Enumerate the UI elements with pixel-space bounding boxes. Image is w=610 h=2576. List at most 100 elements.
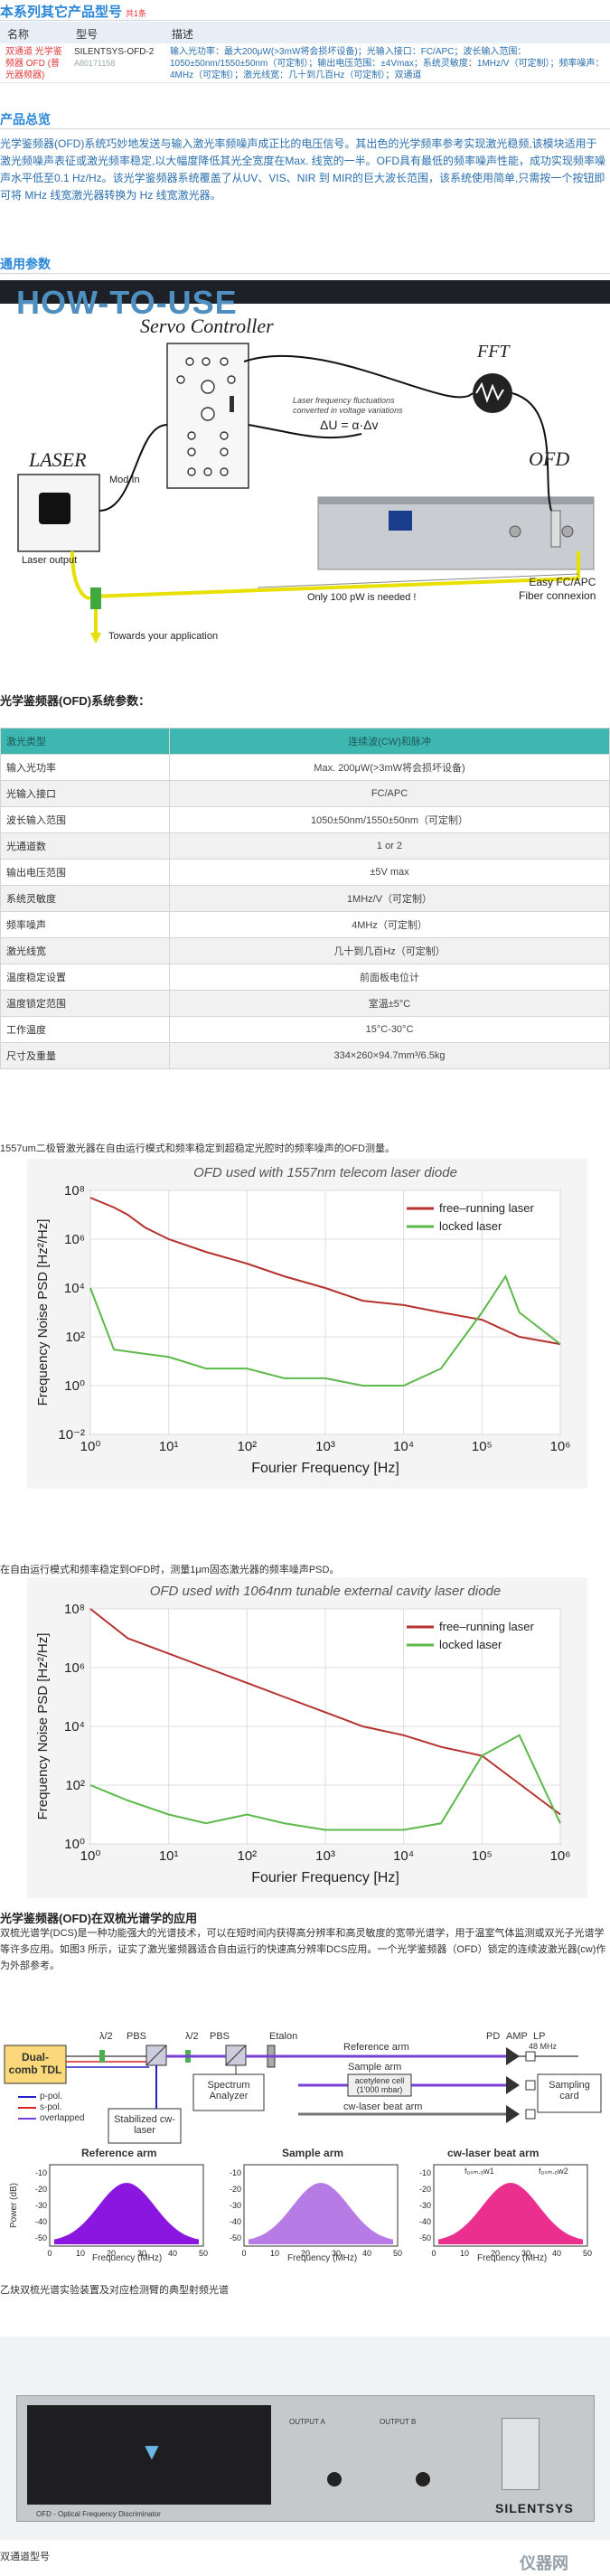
dcs-spectra: -10-20-30-40-500 10 20 30 40 50-10-20-30-40-5… xyxy=(35,2164,592,2258)
param-key: 光输入接口 xyxy=(0,780,170,807)
dcs-sample-arm: Sample arm xyxy=(348,2062,402,2073)
overview-text: 光学鉴频器(OFD)系统巧妙地发送与输入激光率频噪声成正比的电压信号。其出色的光… xyxy=(0,137,606,202)
legend-label: locked laser xyxy=(439,1219,502,1233)
related-count[interactable]: 共1条 xyxy=(126,9,147,18)
spectrum-ytick: -20 xyxy=(230,2185,241,2194)
dcs-spectrum: Spectrum Analyzer xyxy=(207,2080,250,2101)
param-value: FC/APC xyxy=(169,780,610,807)
dcs-lam1: λ/2 xyxy=(99,2031,113,2042)
dcs-title: 光学鉴频器(OFD)在双梳光谱学的应用 xyxy=(0,1912,198,1925)
x-tick-label: 10⁶ xyxy=(550,1439,571,1454)
param-value: 连续波(CW)和脉冲 xyxy=(169,728,610,755)
x-axis-label: Fourier Frequency [Hz] xyxy=(251,1461,399,1476)
fft-icon xyxy=(473,373,512,413)
spectra-ylabel: Power (dB) xyxy=(9,2182,19,2228)
dcs-tdl: Dual-comb TDL xyxy=(8,2051,62,2076)
x-tick-label: 10⁴ xyxy=(393,1439,414,1454)
beat-label: f₀ₛₘ.ₒw2 xyxy=(539,2167,568,2176)
spectra-xlabel: Frequency (MHz) xyxy=(477,2253,548,2263)
dcs-ref-arm: Reference arm xyxy=(343,2042,409,2053)
dcs-spol: s-pol. xyxy=(40,2102,62,2112)
spectrum-xtick: 20 xyxy=(491,2249,500,2258)
spectrum-xtick: 10 xyxy=(270,2249,279,2258)
spectrum-fill-1 xyxy=(249,2183,393,2244)
output-b-label: OUTPUT B xyxy=(380,2418,417,2426)
easy-text: Easy FC/APC Fiber connexion xyxy=(519,576,596,602)
param-key: 尺寸及重量 xyxy=(0,1042,170,1069)
spectrum-xtick: 0 xyxy=(431,2249,436,2258)
chart1-panel: OFD used with 1557nm telecom laser diode… xyxy=(27,1159,587,1489)
param-value: 室温±5°C xyxy=(169,990,610,1017)
spectrum-xtick: 50 xyxy=(393,2249,402,2258)
spectra-xlabel: Frequency (MHz) xyxy=(287,2253,358,2263)
mod-in-label: Mod In xyxy=(109,475,140,485)
howto-diagram: HOW-TO-USE xyxy=(0,280,610,651)
spectrum-xtick: 30 xyxy=(332,2249,341,2258)
spectrum-xtick: 10 xyxy=(460,2249,469,2258)
spectrum-ytick: -30 xyxy=(35,2201,47,2210)
x-tick-label: 10⁴ xyxy=(393,1848,414,1864)
spectrum-title: cw-laser beat arm xyxy=(447,2147,540,2159)
spectrum-ytick: -40 xyxy=(419,2217,431,2226)
device-front-panel xyxy=(27,2405,271,2505)
param-value: 4MHz（可定制） xyxy=(169,911,610,938)
spectrum-xtick: 20 xyxy=(107,2249,116,2258)
ofd-device xyxy=(317,496,595,570)
device-label: OFD - Optical Frequency Discriminator xyxy=(36,2510,161,2518)
dcs-stab: Stabilized cw-laser xyxy=(114,2114,175,2136)
param-key: 频率噪声 xyxy=(0,911,170,938)
brand: SILENTSYS xyxy=(495,2501,574,2515)
chart1-caption: 1557um二极管激光器在自由运行模式和频率稳定到超稳定光腔时的频率噪声的OFD… xyxy=(0,1143,395,1154)
related-model: SILENTSYS-OFD-2 A80171158 xyxy=(74,47,155,68)
col-model: 型号 xyxy=(76,28,99,41)
spectrum-xtick: 40 xyxy=(168,2249,177,2258)
dcs-pd: PD xyxy=(486,2031,501,2042)
spectrum-ytick: -30 xyxy=(230,2201,241,2210)
param-key: 温度锁定范围 xyxy=(0,990,170,1017)
x-tick-label: 10² xyxy=(237,1848,257,1864)
param-value: 1050±50nm/1550±50nm（可定制） xyxy=(169,806,610,833)
spectra-xlabel: Frequency (MHz) xyxy=(92,2253,163,2263)
param-value: 1 or 2 xyxy=(169,832,610,860)
x-tick-label: 10³ xyxy=(315,1848,335,1864)
servo-label: Servo Controller xyxy=(140,315,274,337)
y-tick-label: 10⁸ xyxy=(64,1602,85,1617)
x-tick-label: 10² xyxy=(237,1439,257,1454)
fluct-text: Laser frequency fluctuations converted in… xyxy=(293,396,403,415)
spectrum-xtick: 50 xyxy=(583,2249,592,2258)
x-axis-label: Fourier Frequency [Hz] xyxy=(251,1870,399,1885)
x-tick-label: 10⁵ xyxy=(472,1848,493,1864)
series-line-0 xyxy=(89,1608,561,1816)
spectrum-xtick: 10 xyxy=(76,2249,85,2258)
related-row[interactable]: 双通道 光学鉴频器 OFD (普光器频器) SILENTSYS-OFD-2 A80… xyxy=(0,43,610,83)
spectrum-xtick: 30 xyxy=(521,2249,530,2258)
col-desc: 描述 xyxy=(172,28,194,41)
spectrum-xtick: 40 xyxy=(552,2249,561,2258)
spectrum-xtick: 50 xyxy=(199,2249,208,2258)
y-tick-label: 10⁴ xyxy=(64,1281,85,1296)
dcs-lp: LP xyxy=(533,2031,546,2042)
x-tick-label: 10³ xyxy=(315,1439,335,1454)
related-name-link[interactable]: 双通道 光学鉴频器 OFD (普光器频器) xyxy=(5,47,62,80)
spectrum-ytick: -30 xyxy=(419,2201,431,2210)
legend-label: locked laser xyxy=(439,1638,502,1651)
dcs-ppol: p-pol. xyxy=(40,2092,63,2101)
chart-title: OFD used with 1557nm telecom laser diode xyxy=(193,1165,457,1180)
howto-title: HOW-TO-USE xyxy=(16,284,238,321)
laser-label: LASER xyxy=(29,448,87,471)
series-line-1 xyxy=(89,1274,561,1387)
dcs-caption: 乙炔双梳光谱实验装置及对应检测臂的典型射频光谱 xyxy=(0,2285,229,2296)
spectrum-ytick: -20 xyxy=(35,2185,47,2194)
output-a-connector xyxy=(327,2472,342,2487)
spectrum-ytick: -10 xyxy=(230,2168,241,2177)
series-line-0 xyxy=(89,1197,561,1346)
related-desc: 输入光功率：最大200μW(>3mW将会损坏设备)；光输入接口：FC/APC；波… xyxy=(170,47,605,80)
spectrum-ytick: -40 xyxy=(35,2217,47,2226)
y-tick-label: 10⁶ xyxy=(64,1660,85,1676)
formula: ΔU = α·Δv xyxy=(320,418,379,432)
spectrum-ytick: -20 xyxy=(419,2185,431,2194)
howto-lines xyxy=(17,343,595,644)
spectrum-fill-0 xyxy=(54,2183,199,2244)
dcs-pbs1: PBS xyxy=(127,2031,147,2042)
spectrum-xtick: 0 xyxy=(47,2249,52,2258)
